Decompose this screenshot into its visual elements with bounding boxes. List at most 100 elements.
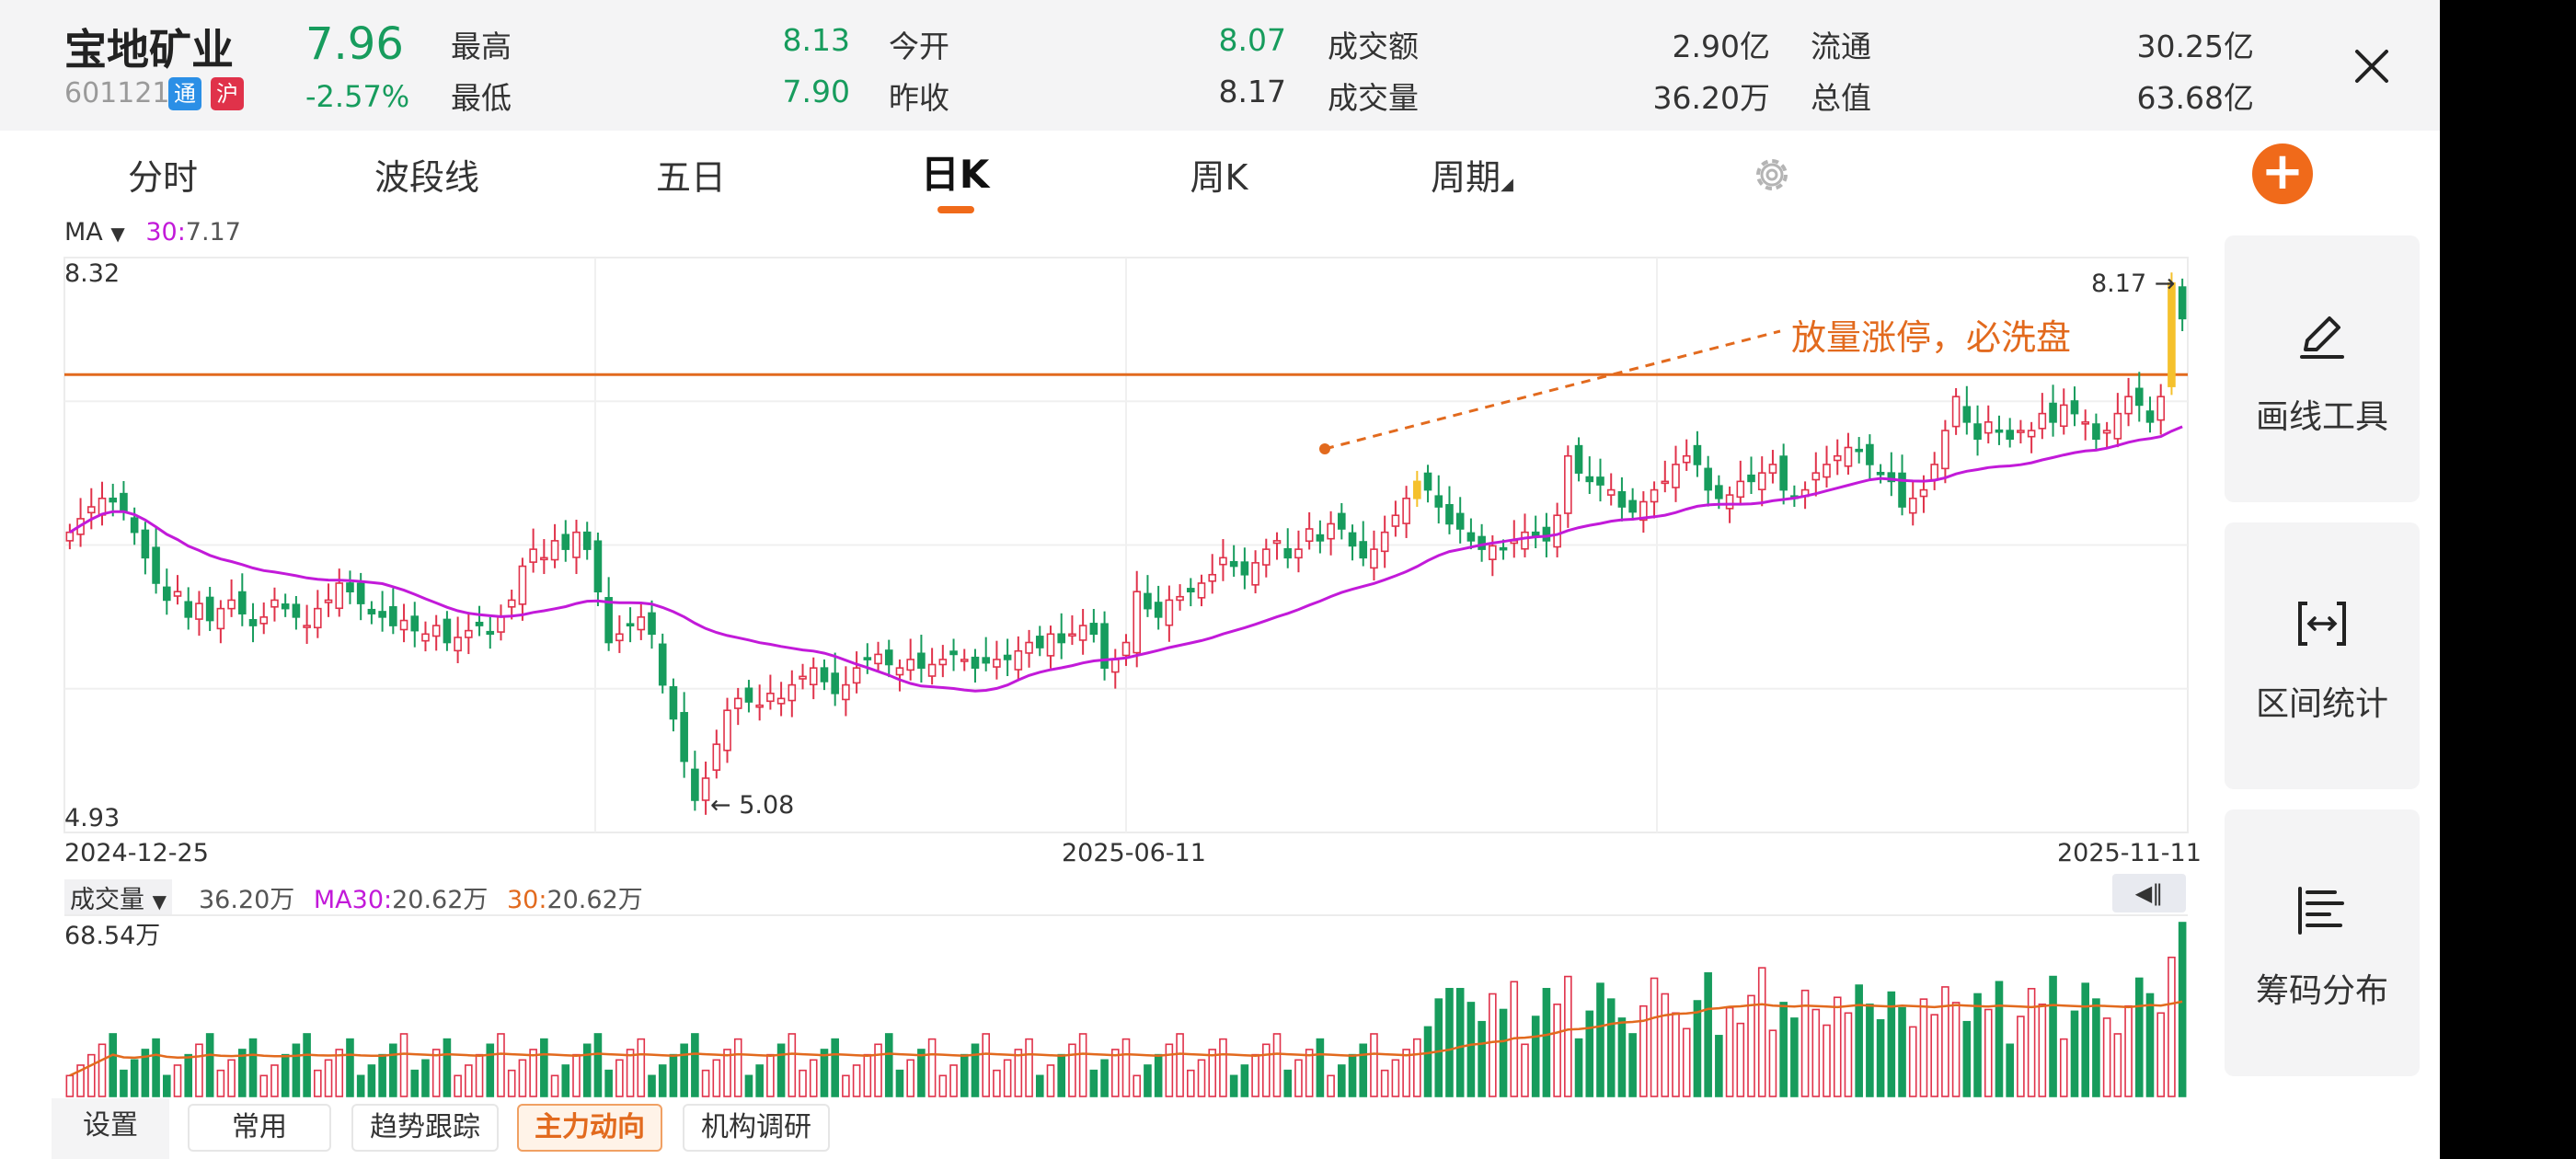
trend-tracking-tab[interactable]: 趋势跟踪 xyxy=(351,1104,499,1152)
candle-body xyxy=(1736,480,1745,499)
volume-bar xyxy=(324,1059,333,1097)
volume-bar xyxy=(1639,1004,1648,1097)
candle-body xyxy=(626,623,635,627)
ma-indicator-legend[interactable]: MA ▼ 30:7.17 xyxy=(64,218,241,247)
volume-dropdown-icon: ▼ xyxy=(152,890,167,912)
volume-bar xyxy=(993,1069,1001,1097)
candle-body xyxy=(852,667,861,684)
candle-body xyxy=(399,619,408,631)
tab-wave-line[interactable]: 波段线 xyxy=(374,157,479,198)
candle-body xyxy=(1208,573,1217,582)
volume-bar xyxy=(1876,1019,1885,1097)
candle-body xyxy=(1110,659,1120,673)
range-stats-button[interactable]: 区间统计 xyxy=(2225,522,2420,789)
prev-close-label: 昨收 xyxy=(889,80,949,116)
volume-bar xyxy=(604,1069,613,1097)
volume-ma30-key: MA30: xyxy=(313,886,393,914)
candle-body xyxy=(1930,464,1938,481)
candle-body xyxy=(691,768,699,801)
turnover-label: 成交额 xyxy=(1328,29,1419,64)
candle-body xyxy=(1606,488,1616,496)
candle-body xyxy=(507,599,516,608)
volume-bar xyxy=(1768,1029,1777,1097)
candle-body xyxy=(1466,532,1476,542)
volume-bar xyxy=(1984,1008,1993,1097)
common-tab[interactable]: 常用 xyxy=(188,1104,331,1152)
volume-bar xyxy=(1930,1014,1938,1097)
tab-period[interactable]: 周期◢ xyxy=(1380,149,1564,200)
dropdown-triangle-icon: ◢ xyxy=(1501,175,1513,194)
main-force-tab[interactable]: 主力动向 xyxy=(517,1104,662,1152)
draw-tool-button[interactable]: 画线工具 xyxy=(2225,235,2420,502)
volume-chart[interactable] xyxy=(0,911,2208,1099)
candle-body xyxy=(1682,454,1691,464)
candle-body xyxy=(2145,410,2155,423)
volume-bar xyxy=(1725,1006,1734,1097)
candle-body xyxy=(1844,446,1853,467)
volume-bar xyxy=(486,1043,495,1097)
volume-30-value: 20.62万 xyxy=(546,886,643,914)
float-cap-value: 30.25亿 xyxy=(2136,29,2254,64)
volume-bar xyxy=(1672,1012,1680,1097)
candle-body xyxy=(1272,540,1282,545)
volume-bar xyxy=(216,1069,225,1097)
candle-body xyxy=(497,616,505,633)
volume-bar xyxy=(820,1049,829,1097)
add-watchlist-button[interactable]: + xyxy=(2252,143,2313,204)
candle-body xyxy=(184,601,193,618)
candle-body xyxy=(475,621,484,626)
candle-body xyxy=(615,633,624,642)
candle-body xyxy=(1887,472,1896,483)
tab-daily-k[interactable]: 日K xyxy=(920,152,990,197)
range-bracket-icon xyxy=(2298,602,2346,646)
candle-body xyxy=(152,546,160,584)
tab-weekly-k[interactable]: 周K xyxy=(1190,157,1248,198)
candle-body xyxy=(1628,499,1637,513)
candle-body xyxy=(906,659,914,671)
turnover-value: 2.90亿 xyxy=(1672,29,1770,64)
settings-tab[interactable]: 设置 xyxy=(52,1098,169,1159)
volume-bar xyxy=(507,1069,516,1097)
volume-indicator-selector[interactable]: 成交量 ▼ xyxy=(64,879,172,915)
ma-dropdown-icon: ▼ xyxy=(110,223,125,245)
settings-gear-icon[interactable] xyxy=(1748,151,1796,199)
volume-bar xyxy=(1855,984,1863,1097)
candle-body xyxy=(1866,443,1874,465)
candle-body xyxy=(1661,480,1670,485)
low-label: 最低 xyxy=(451,80,512,116)
volume-bar xyxy=(529,1049,537,1097)
volume-label: 成交量 xyxy=(1328,80,1419,116)
volume-bar xyxy=(1025,1038,1033,1097)
candle-body xyxy=(141,529,150,559)
volume-bar xyxy=(938,1074,948,1097)
chip-distribution-button[interactable]: 筹码分布 xyxy=(2225,809,2420,1076)
collapse-panel-icon[interactable]: ◀‖ xyxy=(2112,874,2186,912)
volume-axis-top: 68.54万 xyxy=(64,922,161,950)
volume-bar xyxy=(2070,1010,2079,1097)
volume-bar xyxy=(1338,1064,1346,1097)
volume-bar xyxy=(1661,993,1670,1097)
volume-bar xyxy=(1704,972,1712,1097)
volume-bar xyxy=(1553,1004,1561,1097)
candle-body xyxy=(1531,531,1540,537)
candle-body xyxy=(982,657,990,664)
candle-body xyxy=(1025,641,1033,654)
tab-five-day[interactable]: 五日 xyxy=(655,157,726,198)
candle-body xyxy=(874,653,882,665)
volume-bar xyxy=(1800,989,1810,1097)
candle-body xyxy=(2134,387,2144,407)
candle-body xyxy=(389,605,397,626)
volume-bar xyxy=(863,1053,872,1097)
chart-annotation-note[interactable]: 放量涨停，必洗盘 xyxy=(1791,317,2072,358)
ma-selector[interactable]: MA xyxy=(64,218,103,247)
candlestick-chart[interactable] xyxy=(0,248,2208,846)
tab-intraday[interactable]: 分时 xyxy=(127,157,198,198)
candle-body xyxy=(755,704,764,708)
candle-body xyxy=(540,557,548,561)
institution-research-tab[interactable]: 机构调研 xyxy=(683,1104,830,1152)
candle-body xyxy=(1035,636,1044,648)
volume-bar xyxy=(248,1038,258,1097)
volume-bar xyxy=(1294,1059,1303,1097)
close-icon[interactable] xyxy=(2344,39,2399,94)
volume-bar xyxy=(431,1049,441,1097)
